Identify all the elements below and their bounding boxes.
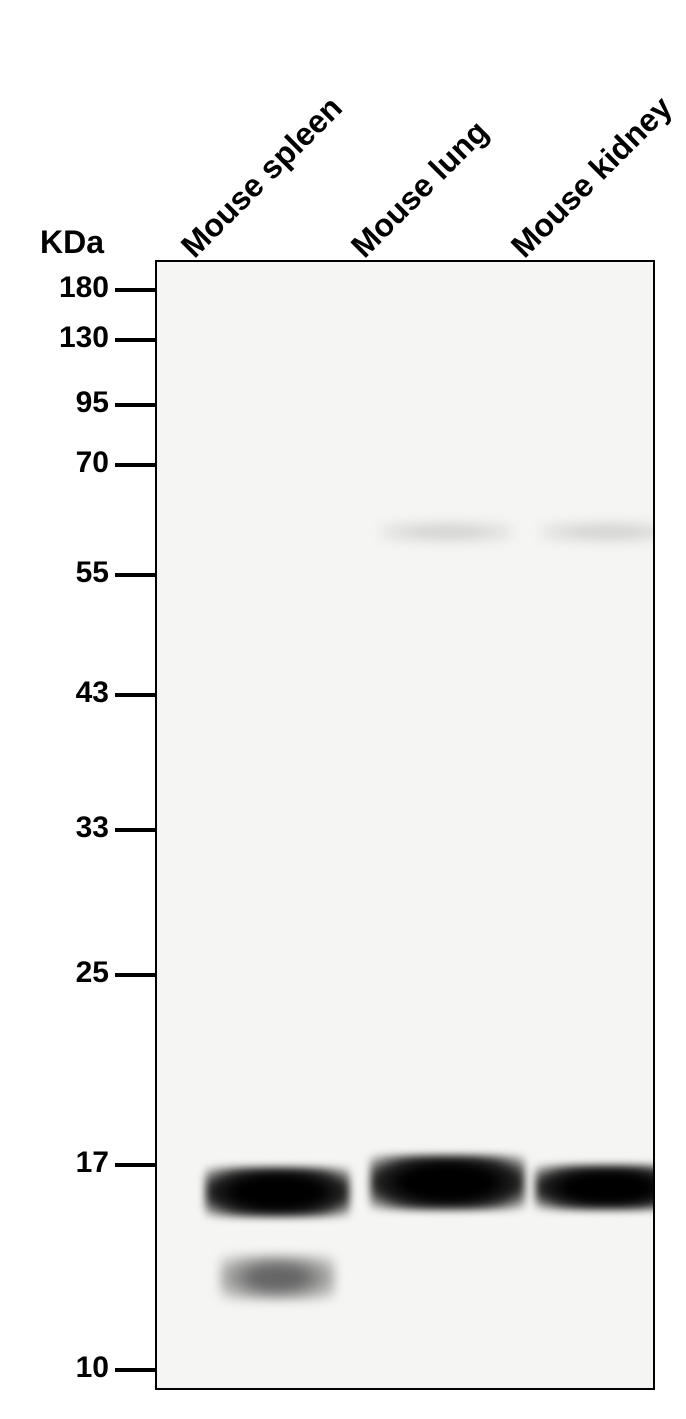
mw-tick <box>115 463 155 467</box>
mw-label: 70 <box>76 446 109 480</box>
mw-label: 17 <box>76 1146 109 1180</box>
lane-label: Mouse spleen <box>174 89 350 265</box>
blot-band <box>542 523 655 541</box>
western-blot-figure: KDa 1801309570554333251710 Mouse spleenM… <box>0 0 686 1419</box>
mw-label: 55 <box>76 556 109 590</box>
mw-tick <box>115 338 155 342</box>
mw-tick <box>115 288 155 292</box>
lane-label: Mouse lung <box>344 113 496 265</box>
mw-label: 10 <box>76 1351 109 1385</box>
mw-tick <box>115 573 155 577</box>
mw-tick <box>115 403 155 407</box>
blot-band <box>220 1255 335 1300</box>
mw-tick <box>115 693 155 697</box>
blot-band <box>370 1155 525 1210</box>
lane-label: Mouse kidney <box>504 89 680 265</box>
mw-tick <box>115 1163 155 1167</box>
blot-band <box>205 1167 350 1217</box>
mw-label: 25 <box>76 956 109 990</box>
mw-tick <box>115 828 155 832</box>
mw-label: 95 <box>76 386 109 420</box>
mw-label: 33 <box>76 811 109 845</box>
mw-label: 180 <box>59 271 109 305</box>
blot-band <box>382 523 512 541</box>
blot-membrane <box>155 260 655 1390</box>
mw-tick <box>115 1368 155 1372</box>
blot-band <box>535 1165 656 1210</box>
mw-label: 130 <box>59 321 109 355</box>
mw-label: 43 <box>76 676 109 710</box>
mw-tick <box>115 973 155 977</box>
kda-unit-label: KDa <box>40 224 104 261</box>
